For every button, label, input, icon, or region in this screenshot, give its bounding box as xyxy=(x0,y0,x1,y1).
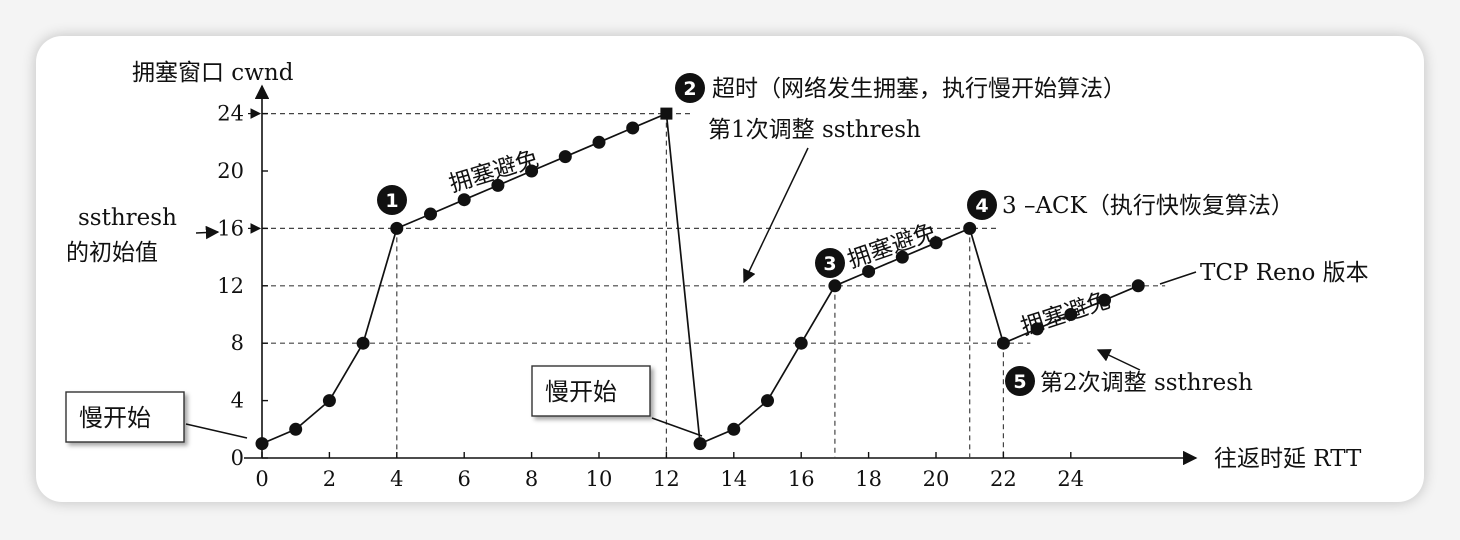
slow-start-pointer-1 xyxy=(186,424,247,438)
x-tick-label: 16 xyxy=(788,467,815,491)
x-axis-label: 往返时延 RTT xyxy=(1214,446,1362,472)
slow-start-box-2: 慢开始 xyxy=(532,366,650,416)
reference-lines xyxy=(262,114,1165,458)
x-tick-label: 10 xyxy=(586,467,613,491)
y-tick-label: 16 xyxy=(217,216,244,240)
marker-1: 1 xyxy=(377,185,407,215)
second-adjust-arrow xyxy=(1098,350,1140,370)
y-tick-label: 12 xyxy=(217,274,244,298)
slow-start-label-1: 慢开始 xyxy=(79,404,151,432)
x-tick-label: 2 xyxy=(323,467,336,491)
data-point xyxy=(1132,279,1145,292)
marker-2-label: 超时（网络发生拥塞，执行慢开始算法） xyxy=(712,76,1126,102)
data-point xyxy=(626,121,639,134)
slow-start-label-2: 慢开始 xyxy=(545,378,617,406)
y-axis-label: 拥塞窗口 cwnd xyxy=(132,60,294,86)
data-point xyxy=(828,279,841,292)
marker-5: 5 xyxy=(1005,366,1035,396)
ssthresh-initial-arrow xyxy=(196,232,218,233)
svg-text:1: 1 xyxy=(385,190,398,212)
cwnd-series-path xyxy=(262,114,1138,444)
data-point xyxy=(997,337,1010,350)
x-tick-label: 18 xyxy=(855,467,882,491)
data-point xyxy=(390,222,403,235)
marker-2: 2 xyxy=(675,73,705,103)
series-line xyxy=(262,114,1144,444)
x-tick-label: 12 xyxy=(653,467,680,491)
data-point xyxy=(357,337,370,350)
x-tick-label: 6 xyxy=(458,467,471,491)
data-point xyxy=(660,108,672,120)
x-tick-label: 4 xyxy=(390,467,403,491)
y-tick-label: 8 xyxy=(231,331,244,355)
data-point xyxy=(963,222,976,235)
data-point xyxy=(323,394,336,407)
y-tick-label: 4 xyxy=(231,389,244,413)
x-tick-label: 22 xyxy=(990,467,1017,491)
data-points xyxy=(256,108,1145,451)
slow-start-pointer-2 xyxy=(652,418,702,436)
data-point xyxy=(795,337,808,350)
data-point xyxy=(694,437,707,450)
data-point xyxy=(256,437,269,450)
data-point xyxy=(593,136,606,149)
congestion-avoidance-label-3: 拥塞避免 xyxy=(1018,288,1114,341)
svg-text:4: 4 xyxy=(975,195,988,217)
data-point xyxy=(289,423,302,436)
x-tick-label: 8 xyxy=(525,467,538,491)
ssthresh-initial-line1: ssthresh xyxy=(78,205,177,231)
marker-3: 3 xyxy=(815,248,845,278)
reno-label: TCP Reno 版本 xyxy=(1200,260,1369,286)
marker-5-label: 第2次调整 ssthresh xyxy=(1040,370,1253,396)
x-tick-label: 0 xyxy=(255,467,268,491)
x-tick-label: 24 xyxy=(1057,467,1084,491)
y-tick-label: 20 xyxy=(217,159,244,183)
x-tick-label: 20 xyxy=(923,467,950,491)
data-point xyxy=(424,208,437,221)
x-tick-label: 14 xyxy=(720,467,747,491)
first-adjust-arrow xyxy=(744,148,808,282)
marker-4-label: 3 –ACK（执行快恢复算法） xyxy=(1002,193,1294,219)
data-point xyxy=(761,394,774,407)
congestion-avoidance-label-2: 拥塞避免 xyxy=(844,219,939,274)
reno-pointer xyxy=(1160,272,1196,284)
y-tick-label: 0 xyxy=(231,446,244,470)
data-point xyxy=(727,423,740,436)
y-tick-label: 24 xyxy=(217,102,244,126)
data-point xyxy=(559,150,572,163)
slow-start-box-1: 慢开始 xyxy=(66,392,184,442)
marker-4: 4 xyxy=(967,190,997,220)
svg-text:2: 2 xyxy=(683,78,696,100)
ssthresh-initial-line2: 的初始值 xyxy=(66,240,158,266)
svg-text:3: 3 xyxy=(823,253,836,275)
first-adjust-label: 第1次调整 ssthresh xyxy=(708,117,921,143)
svg-text:5: 5 xyxy=(1013,371,1026,393)
